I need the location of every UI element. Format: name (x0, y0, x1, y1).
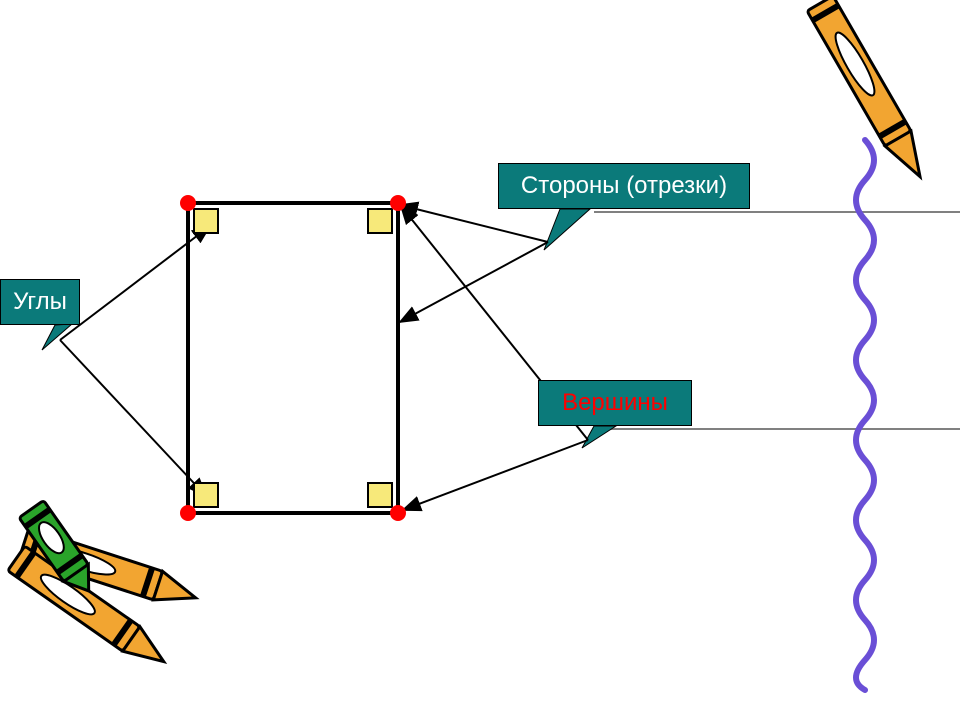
callout-angles: Углы (0, 279, 80, 325)
callout-sides: Стороны (отрезки) (498, 163, 750, 209)
diagram-svg (0, 0, 960, 720)
callout-vertices-text: Вершины (562, 389, 668, 417)
callout-sides-text: Стороны (отрезки) (521, 172, 727, 200)
callout-vertices: Вершины (538, 380, 692, 426)
callout-angles-text: Углы (13, 288, 67, 316)
diagram-stage: { "labels": { "angles": "Углы", "sides":… (0, 0, 960, 720)
